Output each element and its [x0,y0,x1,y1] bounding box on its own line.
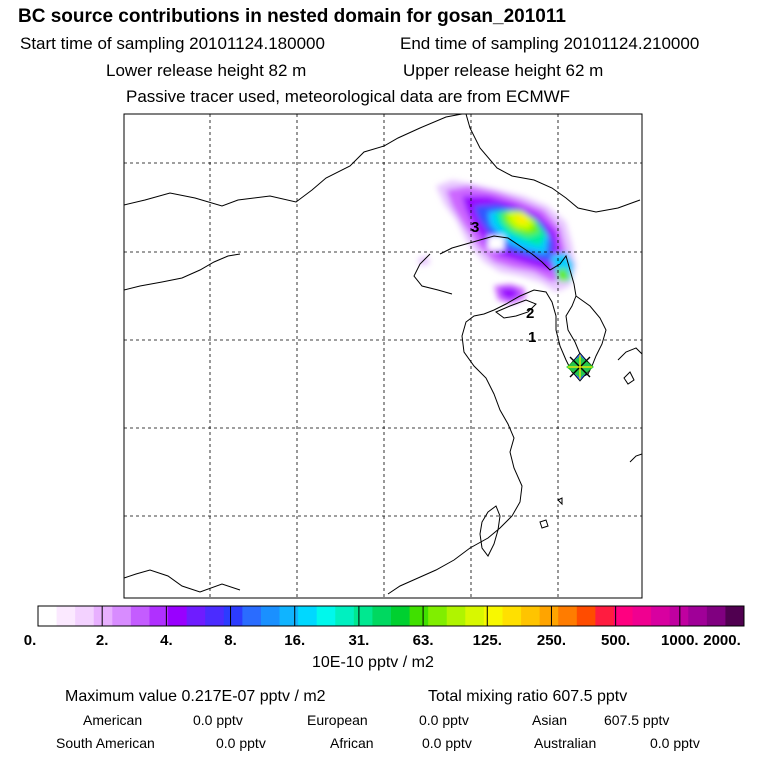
region-value: 0.0 pptv [193,712,243,728]
region-value: 0.0 pptv [650,735,700,751]
colorbar-swatch [223,606,243,626]
end-time-label: End time of sampling 20101124.210000 [400,34,700,53]
marker-3: 3 [471,219,479,236]
colorbar-swatch [112,606,132,626]
colorbar-swatch [725,606,745,626]
colorbar-swatch [260,606,281,626]
colorbar-swatch [651,606,671,626]
region-value: 0.0 pptv [216,735,266,751]
region-name: South American [56,735,155,751]
colorbar-tick-label: 125. [472,632,502,649]
colorbar-swatch [632,606,652,626]
colorbar-swatch [298,606,318,626]
plume-contour [514,214,528,224]
colorbar-units: 10E-10 pptv / m2 [312,654,434,671]
plume-gap [488,236,504,250]
colorbar-swatch [483,606,503,626]
tracer-note: Passive tracer used, meteorological data… [126,87,571,106]
region-name: Asian [532,712,568,728]
coastline-lines [124,114,642,595]
colorbar-swatch [56,606,76,626]
colorbar-tick-label: 1000. [661,632,699,649]
colorbar-tick-label: 8. [224,632,237,649]
colorbar-tick-label: 31. [348,632,370,649]
colorbar-swatch [279,606,299,626]
map-frame [123,113,643,599]
plume-contour [500,288,520,300]
marker-1: 1 [528,329,536,346]
colorbar-swatch [558,606,578,626]
colorbar-swatch [502,606,522,626]
colorbar-swatch [688,606,708,626]
upper-release-label: Upper release height 62 m [403,61,604,80]
colorbar-swatch [316,606,336,626]
colorbar-swatch [521,606,541,626]
colorbar-swatch [149,606,169,626]
colorbar-swatch [539,606,559,626]
colorbar-swatch [706,606,726,626]
marker-2: 2 [526,305,534,322]
colorbar-tick-label: 500. [601,632,631,649]
colorbar-swatch [242,606,262,626]
region-value: 0.0 pptv [422,735,472,751]
colorbar-swatch [130,606,150,626]
colorbar-swatch [372,606,392,626]
colorbar-tick-label: 16. [284,632,306,649]
maximum-value: Maximum value 0.217E-07 pptv / m2 [65,688,326,705]
colorbar-swatch [669,606,689,626]
colorbar-swatch [168,606,188,626]
colorbar [38,606,745,626]
region-value: 0.0 pptv [419,712,469,728]
colorbar-swatch [465,606,485,626]
colorbar-swatch [613,606,634,626]
receptor-star-icon [566,352,594,382]
colorbar-frame [37,605,745,627]
region-name: African [330,735,374,751]
total-mixing-ratio: Total mixing ratio 607.5 pptv [428,688,628,705]
colorbar-swatch [186,606,206,626]
colorbar-swatch [205,606,225,626]
colorbar-swatch [353,606,373,626]
colorbar-swatch [93,606,113,626]
lower-release-label: Lower release height 82 m [106,61,307,80]
start-time-label: Start time of sampling 20101124.180000 [20,34,325,53]
colorbar-tick-label: 2. [95,632,109,649]
region-name: European [307,712,368,728]
region-name: American [83,712,143,728]
colorbar-swatch [335,606,355,626]
colorbar-tick-label: 0. [23,632,37,649]
tracer-plume [418,180,576,304]
colorbar-swatch [595,606,615,626]
colorbar-swatch [38,606,58,626]
colorbar-swatch [409,606,429,626]
region-value: 607.5 pptv [604,712,670,728]
colorbar-swatch [428,606,448,626]
region-name: Australian [534,735,597,751]
colorbar-swatch [75,606,95,626]
colorbar-swatch [391,606,411,626]
plume-contour [556,268,570,282]
colorbar-swatch [576,606,596,626]
colorbar-tick-label: 2000. [703,632,741,649]
colorbar-tick-label: 63. [412,632,434,649]
colorbar-swatch [446,606,466,626]
figure-title: BC source contributions in nested domain… [18,6,566,27]
colorbar-tick-label: 4. [160,632,173,649]
colorbar-tick-label: 250. [536,632,567,649]
lat-lon-grid [124,114,642,598]
